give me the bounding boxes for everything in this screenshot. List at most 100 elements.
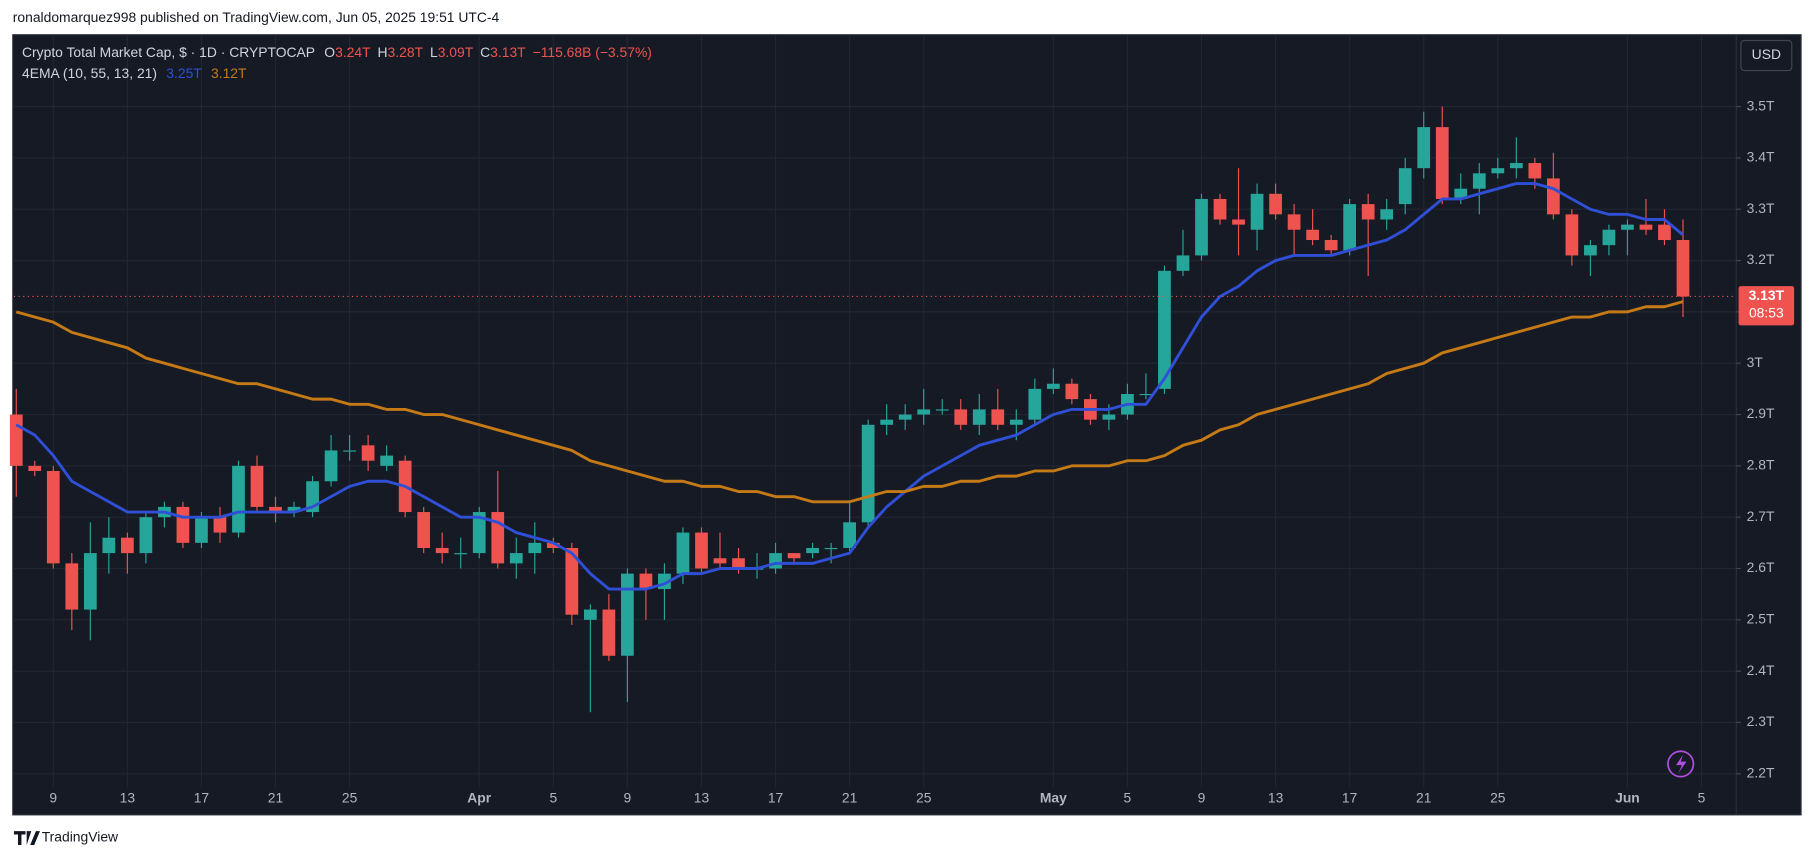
x-tick-label: 9 bbox=[49, 789, 57, 805]
candle-body bbox=[287, 506, 301, 513]
x-tick-label: 25 bbox=[1490, 789, 1506, 805]
candle-body bbox=[1639, 224, 1653, 230]
candle-body bbox=[713, 558, 727, 564]
y-tick-label: 2.4T bbox=[1747, 662, 1775, 678]
candle-body bbox=[176, 506, 190, 543]
plot: 3.13T 08:53 bbox=[9, 106, 1795, 713]
candle-body bbox=[787, 553, 801, 559]
candle-body bbox=[269, 506, 282, 513]
y-tick-label: 2.7T bbox=[1747, 508, 1775, 524]
y-tick-label: 2.8T bbox=[1747, 457, 1775, 473]
x-tick-label: 21 bbox=[842, 789, 858, 805]
indicator-value: 3.12T bbox=[211, 65, 247, 81]
candle-body bbox=[1584, 245, 1597, 256]
y-tick-label: 2.2T bbox=[1747, 764, 1775, 780]
x-tick-label: 25 bbox=[342, 789, 358, 805]
candle-body bbox=[1547, 178, 1560, 215]
candle-body bbox=[46, 470, 60, 564]
indicator-values: 3.25T 3.12T bbox=[166, 65, 247, 81]
candle-body bbox=[1176, 255, 1190, 271]
candle-body bbox=[1454, 188, 1468, 199]
candle-body bbox=[509, 553, 523, 564]
indicator: 4EMA (10, 55, 13, 21) bbox=[22, 65, 157, 81]
currency[interactable]: USD bbox=[1752, 46, 1781, 62]
candle-body bbox=[83, 553, 97, 610]
alert-icon[interactable] bbox=[1667, 750, 1695, 778]
x-tick-label: 17 bbox=[768, 789, 784, 805]
x-tick-label: 25 bbox=[916, 789, 932, 805]
candle-body bbox=[546, 542, 560, 548]
candle-body bbox=[1324, 240, 1338, 251]
candle-body bbox=[583, 609, 597, 620]
legend-main: Crypto Total Market Cap, $ · 1D · CRYPTO… bbox=[22, 44, 652, 60]
candle-body bbox=[1417, 127, 1431, 169]
candle-body bbox=[565, 547, 579, 615]
ohlc-key: C bbox=[480, 44, 490, 60]
candle-body bbox=[1621, 224, 1634, 230]
candle-body bbox=[843, 522, 856, 548]
candle-body bbox=[380, 455, 394, 466]
candle-body bbox=[528, 542, 542, 554]
candle-body bbox=[676, 532, 690, 574]
x-tick-label: 21 bbox=[1416, 789, 1432, 805]
candle-body bbox=[1046, 383, 1060, 389]
candle-body bbox=[1232, 219, 1245, 225]
candle-body bbox=[1102, 414, 1116, 420]
legend-indicator: 4EMA (10, 55, 13, 21) 3.25T 3.12T bbox=[22, 65, 247, 81]
change: −115.68B (−3.57%) bbox=[533, 44, 652, 60]
candle-body bbox=[1380, 209, 1394, 220]
indicator-value: 3.25T bbox=[166, 65, 202, 81]
candle-body bbox=[824, 547, 838, 550]
y-tick-label: 2.5T bbox=[1747, 610, 1775, 626]
x-tick-label: Jun bbox=[1615, 789, 1640, 805]
candle-body bbox=[1472, 173, 1486, 189]
candle-body bbox=[1139, 393, 1153, 396]
publisher-line: ronaldomarquez998 published on TradingVi… bbox=[13, 9, 500, 25]
candle-body bbox=[639, 573, 653, 590]
candle-body bbox=[454, 553, 468, 555]
candle-body bbox=[417, 512, 431, 548]
x-tick-label: 5 bbox=[549, 789, 557, 805]
candle-body bbox=[324, 450, 338, 482]
ohlc-key: H bbox=[378, 44, 388, 60]
candle-body bbox=[1509, 163, 1523, 169]
candle-body bbox=[195, 517, 208, 543]
candle-body bbox=[343, 450, 356, 452]
candle-body bbox=[695, 532, 708, 569]
y-tick-label: 3.2T bbox=[1747, 251, 1775, 267]
candle-body bbox=[1565, 214, 1579, 256]
y-tick-label: 2.9T bbox=[1747, 405, 1775, 421]
candle-body bbox=[102, 537, 116, 554]
candle-body bbox=[1269, 193, 1282, 215]
candle-body bbox=[28, 465, 42, 471]
x-tick-label: May bbox=[1040, 789, 1067, 805]
last-price-label: 3.13T bbox=[1749, 287, 1785, 303]
y-tick-label: 3.3T bbox=[1747, 200, 1775, 216]
candle-body bbox=[972, 409, 986, 425]
candle-body bbox=[120, 537, 134, 554]
ohlc-value: 3.13T bbox=[490, 44, 526, 60]
x-tick-label: 5 bbox=[1124, 789, 1132, 805]
x-tick-label: 9 bbox=[624, 789, 632, 805]
candle-body bbox=[880, 419, 894, 425]
alert-bolt bbox=[1676, 754, 1687, 774]
candle-body bbox=[1009, 419, 1023, 425]
currency-button[interactable] bbox=[1740, 39, 1793, 72]
candle-body bbox=[935, 409, 949, 411]
last-price-tag bbox=[1738, 286, 1795, 326]
candle-body bbox=[861, 424, 875, 523]
chart-bg bbox=[12, 34, 1802, 816]
candle-body bbox=[991, 409, 1005, 425]
candle-body bbox=[361, 445, 375, 461]
ohlc-key: O bbox=[324, 44, 335, 60]
candle-body bbox=[1065, 383, 1079, 400]
x-tick-label: 17 bbox=[194, 789, 210, 805]
candle-body bbox=[435, 547, 449, 554]
ohlc-key: L bbox=[430, 44, 438, 60]
candle-body bbox=[250, 465, 264, 507]
candle-body bbox=[1602, 229, 1616, 246]
candle-body bbox=[1250, 193, 1264, 230]
candle-body bbox=[621, 573, 634, 656]
